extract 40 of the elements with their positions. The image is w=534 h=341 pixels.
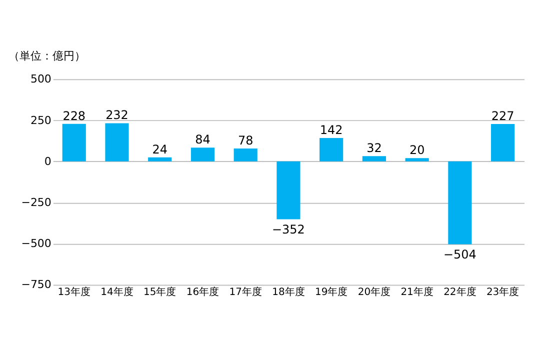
- bar: [190, 148, 215, 162]
- data-label: 227: [491, 109, 514, 124]
- x-tick-label: 14年度: [100, 286, 134, 298]
- y-tick-label: −750: [21, 278, 52, 292]
- x-tick-label: 15年度: [144, 286, 176, 298]
- data-label: 84: [195, 132, 210, 147]
- bar: [362, 156, 386, 162]
- data-label: 24: [152, 142, 168, 156]
- data-label: 20: [409, 143, 425, 158]
- data-label: −352: [272, 222, 305, 236]
- x-tick-label: 20年度: [358, 286, 391, 298]
- y-tick-label: −500: [21, 237, 52, 250]
- x-tick-label: 16年度: [186, 286, 220, 298]
- bar: [234, 148, 258, 162]
- data-label: 228: [62, 108, 86, 123]
- x-tick-label: 19年度: [314, 286, 348, 298]
- x-tick-label: 23年度: [486, 286, 520, 298]
- data-label: 78: [238, 134, 254, 148]
- x-tick-label: 22年度: [444, 286, 476, 298]
- data-label: 142: [320, 123, 343, 138]
- y-axis-title: （単位：億円）: [8, 50, 86, 63]
- x-tick-label: 18年度: [272, 286, 305, 298]
- y-tick-label: 0: [44, 154, 52, 168]
- data-label: 32: [366, 141, 382, 156]
- bar: [448, 161, 472, 244]
- bar: [405, 158, 429, 162]
- y-tick-label: 500: [30, 72, 52, 86]
- x-tick-label: 17年度: [229, 286, 262, 298]
- y-tick-label: −250: [21, 196, 52, 209]
- bar: [320, 138, 344, 162]
- x-tick-label: 13年度: [58, 286, 90, 298]
- bar: [276, 161, 300, 220]
- data-label: 232: [106, 108, 128, 122]
- bar: [62, 124, 86, 162]
- data-label: −504: [443, 247, 476, 262]
- y-tick-label: 250: [30, 114, 52, 127]
- bar: [491, 124, 515, 162]
- bar: [105, 123, 129, 162]
- bar: [148, 157, 172, 162]
- x-tick-label: 21年度: [400, 286, 434, 298]
